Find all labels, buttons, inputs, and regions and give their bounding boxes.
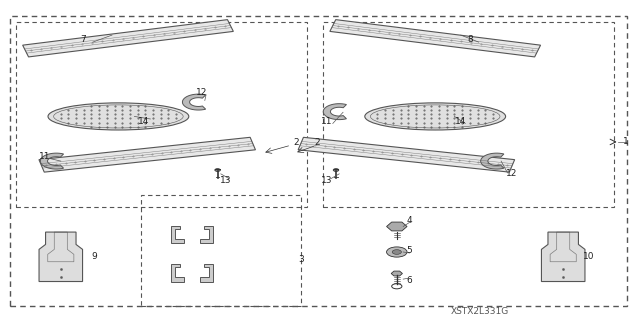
Text: 2: 2	[314, 138, 319, 147]
Circle shape	[215, 169, 220, 171]
Circle shape	[392, 250, 401, 254]
Polygon shape	[200, 264, 213, 282]
Text: 3: 3	[298, 256, 303, 264]
Polygon shape	[200, 226, 213, 243]
Polygon shape	[323, 104, 346, 120]
Text: 1: 1	[623, 137, 628, 146]
Text: 2: 2	[293, 138, 298, 147]
Text: 13: 13	[321, 176, 332, 185]
Polygon shape	[171, 226, 184, 243]
Polygon shape	[39, 232, 83, 281]
Bar	[141, 195, 301, 306]
Polygon shape	[330, 20, 541, 57]
Text: 14: 14	[138, 117, 150, 126]
Ellipse shape	[48, 103, 189, 130]
Polygon shape	[298, 137, 515, 172]
Text: 13: 13	[220, 176, 231, 185]
Circle shape	[333, 169, 339, 171]
Polygon shape	[481, 153, 504, 169]
Text: 5: 5	[407, 246, 412, 255]
Polygon shape	[40, 153, 63, 169]
Text: XSTX2L331G: XSTX2L331G	[451, 307, 509, 315]
Text: 4: 4	[407, 216, 412, 225]
Text: 14: 14	[455, 117, 467, 126]
Text: 8: 8	[468, 35, 473, 44]
Text: 12: 12	[506, 169, 518, 178]
Text: 12: 12	[196, 88, 207, 97]
Text: 7: 7	[81, 35, 86, 44]
Text: 11: 11	[39, 152, 51, 161]
Circle shape	[387, 247, 407, 257]
Text: 9: 9	[92, 252, 97, 261]
Polygon shape	[171, 264, 184, 282]
Ellipse shape	[365, 103, 506, 130]
Text: 6: 6	[407, 276, 412, 285]
Polygon shape	[391, 271, 403, 276]
Polygon shape	[182, 94, 205, 110]
Text: 10: 10	[583, 252, 595, 261]
Bar	[323, 22, 614, 207]
Polygon shape	[387, 222, 407, 231]
Bar	[16, 22, 307, 207]
Polygon shape	[22, 20, 234, 57]
Text: 11: 11	[321, 117, 332, 126]
Polygon shape	[39, 137, 255, 172]
Polygon shape	[541, 232, 585, 281]
